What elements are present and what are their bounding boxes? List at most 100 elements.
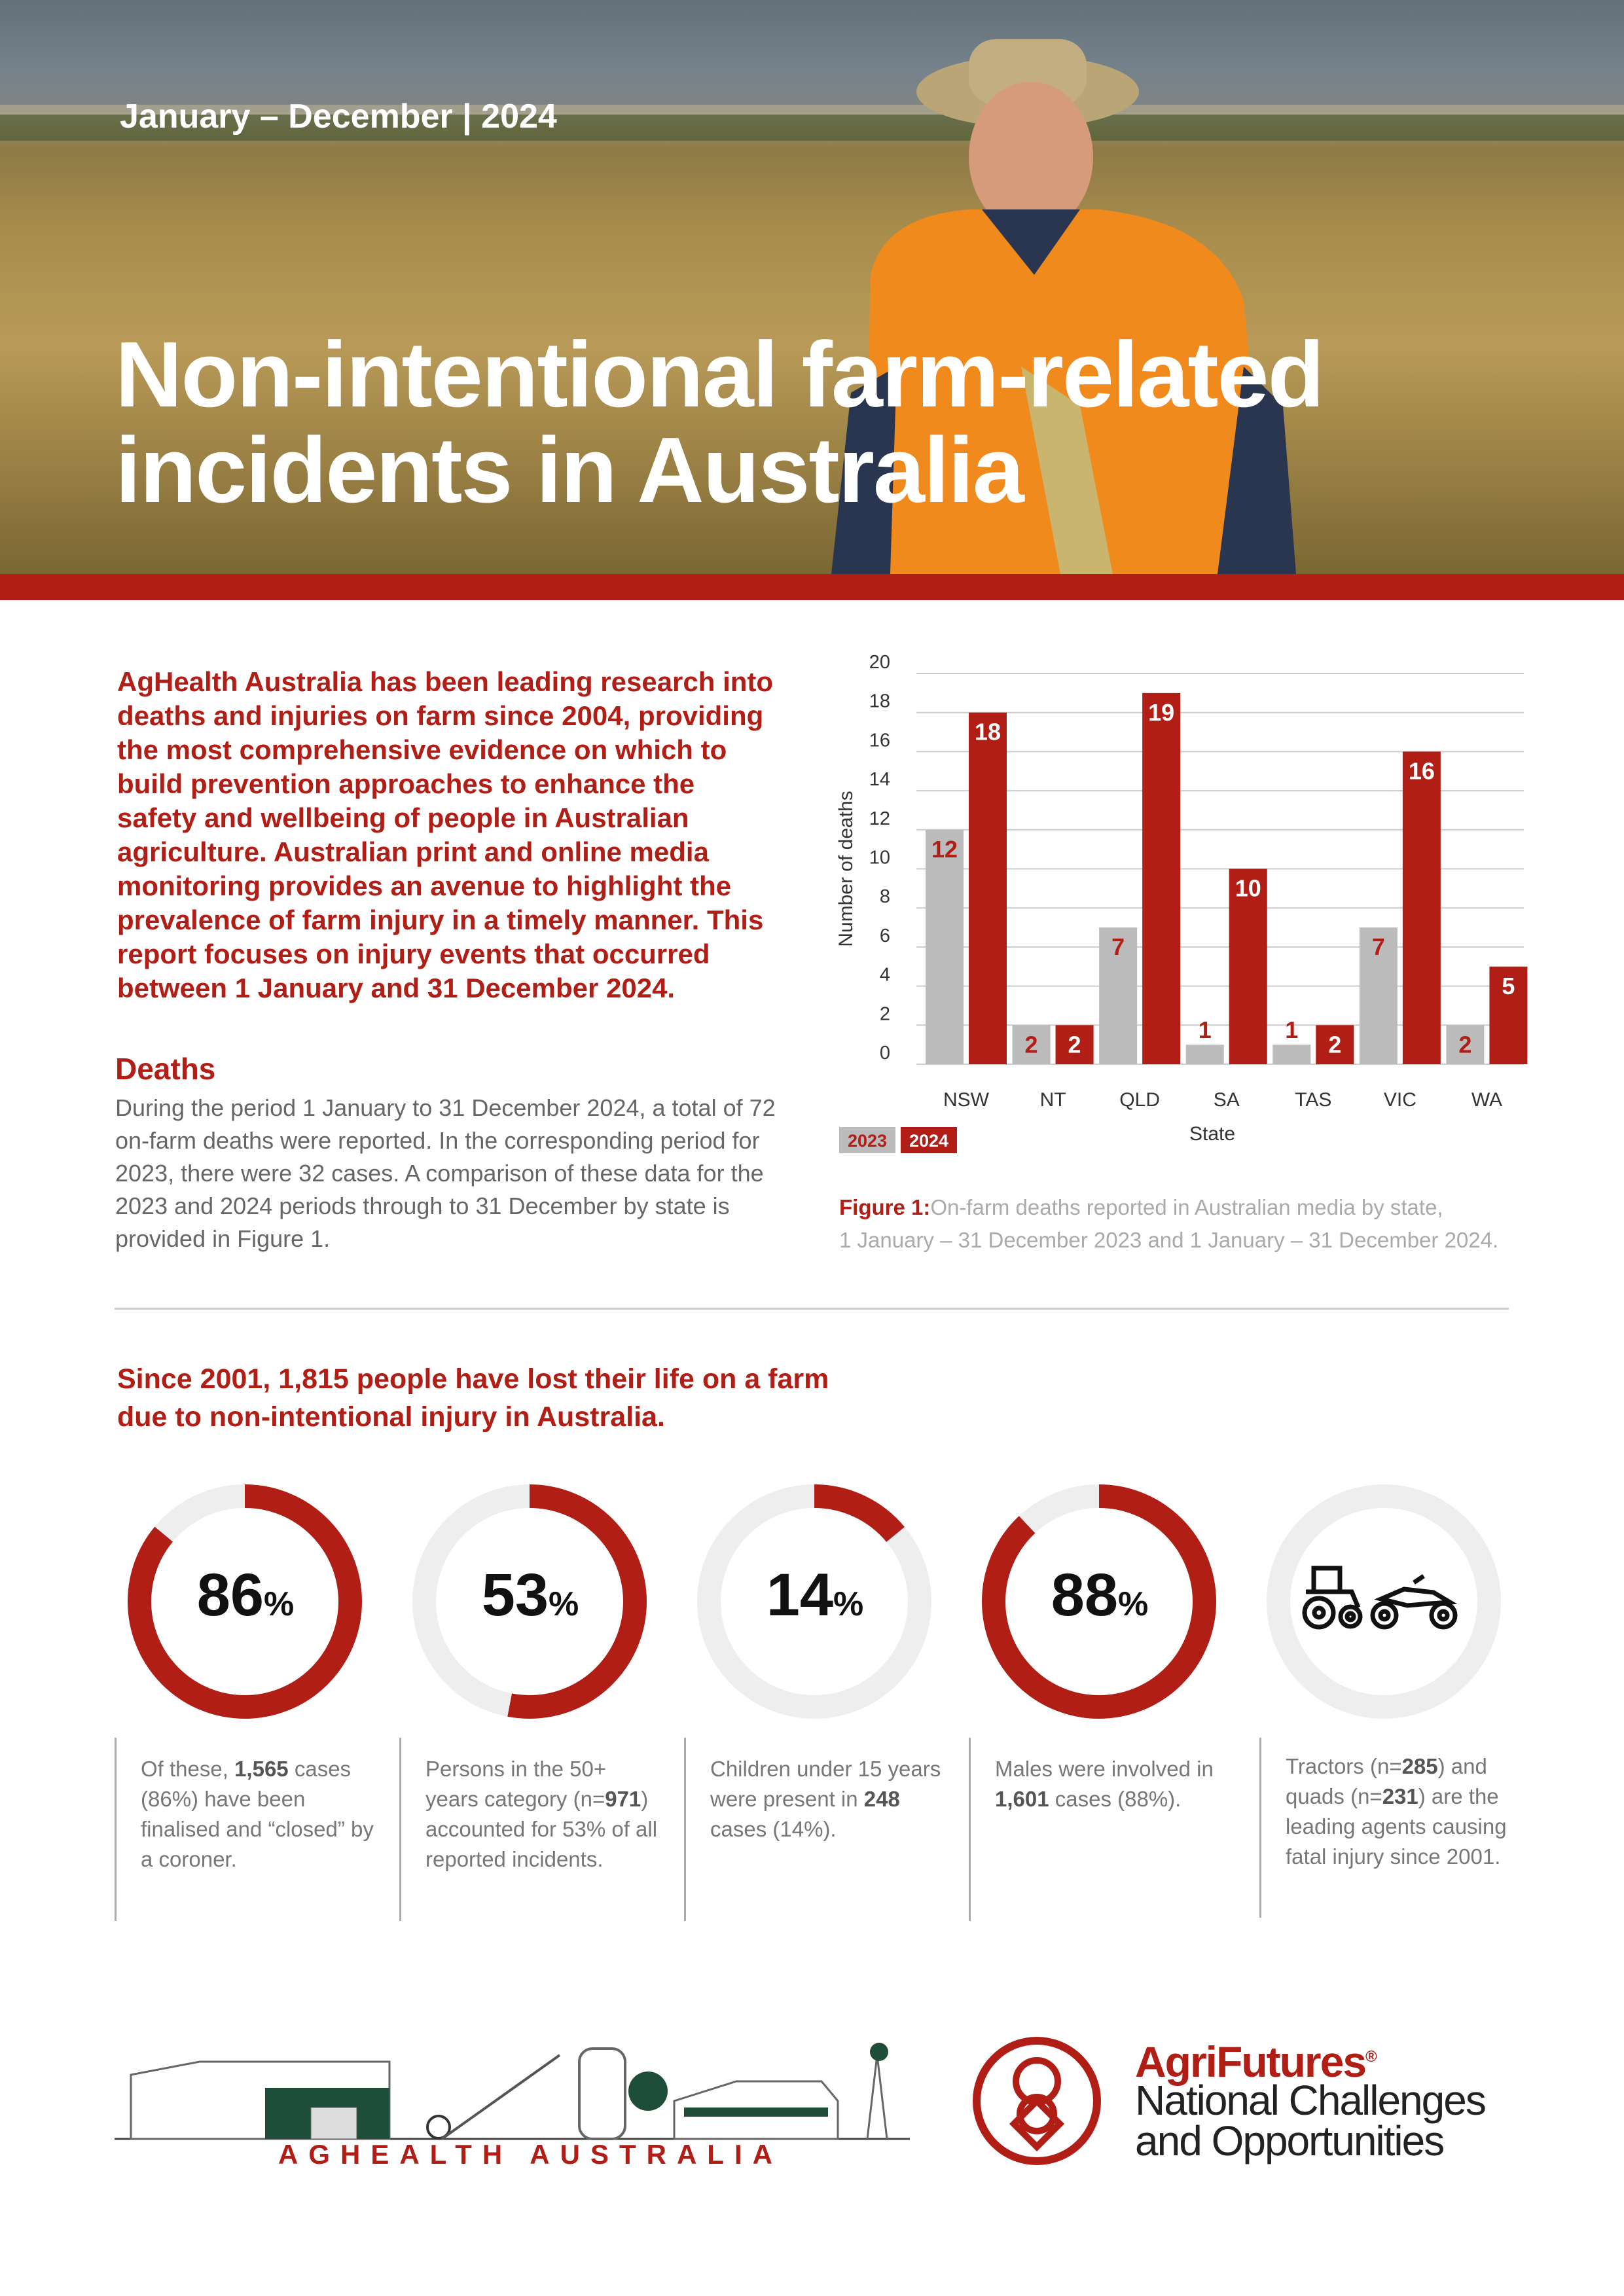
- hero-photo: [0, 0, 1624, 574]
- x-tick-label: TAS: [1295, 1089, 1331, 1111]
- since-line-2: due to non-intentional injury in Austral…: [117, 1401, 665, 1433]
- stat-text: Males were involved in 1,601 cases (88%)…: [995, 1757, 1214, 1811]
- y-axis-title: Number of deaths: [835, 791, 857, 946]
- donut-14-percent: [697, 1484, 931, 1719]
- date-range: January – December | 2024: [120, 98, 557, 135]
- legend-label: 2023: [848, 1131, 887, 1151]
- bar-value-label: 1: [1199, 1016, 1212, 1043]
- bar-NSW-2024: [969, 712, 1007, 1064]
- page-title: Non-intentional farm-related incidents i…: [115, 323, 1324, 522]
- agrifutures-logo-icon: [973, 2037, 1101, 2165]
- bar-value-label: 16: [1409, 757, 1435, 784]
- legend-swatch-2023: [839, 1127, 895, 1153]
- since-2001-heading: Since 2001, 1,815 people have lost their…: [117, 1360, 829, 1436]
- y-tick-label: 0: [880, 1043, 890, 1064]
- stat-text: Of these, 1,565 cases (86%) have been fi…: [141, 1757, 374, 1871]
- y-tick-label: 6: [880, 925, 890, 946]
- caption-line-2: 1 January – 31 December 2023 and 1 Janua…: [839, 1228, 1499, 1252]
- bar-value-label: 5: [1502, 973, 1515, 999]
- bar-value-label: 19: [1148, 699, 1174, 726]
- stat-divider: [115, 1738, 117, 1921]
- bar-value-label: 18: [975, 719, 1001, 745]
- bar-NT-2023: [1012, 1025, 1051, 1064]
- bar-value-label: 10: [1235, 875, 1261, 902]
- bar-NSW-2023: [926, 829, 964, 1064]
- x-tick-label: NT: [1040, 1089, 1066, 1111]
- x-tick-label: WA: [1471, 1089, 1502, 1111]
- vehicle-ring: [1267, 1484, 1501, 1719]
- donut-fill: [697, 1484, 931, 1719]
- y-tick-label: 14: [869, 769, 890, 790]
- since-line-1: Since 2001, 1,815 people have lost their…: [117, 1363, 829, 1395]
- section-divider: [115, 1308, 1509, 1310]
- bar-SA-2023: [1185, 1045, 1224, 1064]
- stat-percentage: 14%: [766, 1562, 864, 1628]
- header-band: [0, 574, 1624, 600]
- farmer-photo: [0, 0, 1624, 574]
- stat-text: Persons in the 50+ years category (n=971…: [425, 1757, 658, 1871]
- y-tick-label: 2: [880, 1003, 890, 1024]
- bar-NT-2024: [1055, 1025, 1094, 1064]
- deaths-body: During the period 1 January to 31 Decemb…: [115, 1094, 776, 1252]
- agrifutures-wordmark: AgriFutures®: [1135, 2037, 1377, 2086]
- title-line-2: incidents in Australia: [115, 418, 1024, 522]
- deaths-heading: Deaths: [115, 1052, 216, 1086]
- stat-percentage: 86%: [196, 1562, 295, 1628]
- legend-label: 2024: [909, 1131, 948, 1151]
- x-tick-label: VIC: [1384, 1089, 1416, 1111]
- bar-value-label: 2: [1068, 1031, 1081, 1058]
- tractor-icon: [1302, 1566, 1363, 1630]
- figure-label: Figure 1:: [839, 1195, 931, 1219]
- bar-TAS-2024: [1316, 1025, 1354, 1064]
- bar-SA-2024: [1229, 869, 1267, 1064]
- bar-value-label: 2: [1025, 1031, 1038, 1058]
- donut-fill: [412, 1484, 647, 1719]
- y-tick-label: 8: [880, 886, 890, 907]
- aghealth-logo-text: AGHEALTH AUSTRALIA: [278, 2139, 783, 2170]
- stat-percentage: 53%: [481, 1562, 579, 1628]
- donut-53-percent: [412, 1484, 647, 1719]
- stat-percentage: 88%: [1051, 1562, 1149, 1628]
- bar-value-label: 2: [1328, 1031, 1341, 1058]
- bar-WA-2024: [1489, 966, 1528, 1064]
- x-axis-title: State: [1189, 1123, 1235, 1145]
- donut-88-percent: [982, 1484, 1216, 1719]
- y-tick-label: 10: [869, 848, 890, 869]
- bar-value-label: 2: [1458, 1031, 1471, 1058]
- stat-text: Children under 15 years were present in …: [710, 1757, 941, 1841]
- y-tick-label: 12: [869, 808, 890, 829]
- x-tick-label: NSW: [943, 1089, 990, 1111]
- donut-fill: [982, 1484, 1216, 1719]
- aghealth-farm-illustration: [115, 2043, 910, 2140]
- bar-value-label: 1: [1285, 1016, 1298, 1043]
- bar-value-label: 7: [1372, 933, 1385, 960]
- caption-line-1: On-farm deaths reported in Australian me…: [930, 1195, 1443, 1219]
- y-tick-label: 18: [869, 691, 890, 712]
- x-tick-label: SA: [1214, 1089, 1240, 1111]
- quad-bike-icon: [1370, 1574, 1458, 1630]
- legend-swatch-2024: [901, 1127, 957, 1153]
- y-tick-label: 4: [880, 965, 890, 986]
- figure-caption: Figure 1:On-farm deaths reported in Aust…: [839, 1191, 1498, 1257]
- donut-fill: [128, 1484, 362, 1719]
- bar-value-label: 12: [931, 836, 958, 863]
- x-tick-label: QLD: [1119, 1089, 1160, 1111]
- stat-divider: [969, 1738, 971, 1921]
- bar-TAS-2023: [1272, 1045, 1311, 1064]
- stat-divider: [399, 1738, 401, 1921]
- donut-86-percent: [128, 1484, 362, 1719]
- national-challenges-text: National Challenges and Opportunities: [1135, 2077, 1487, 2164]
- bar-WA-2023: [1446, 1025, 1485, 1064]
- bar-QLD-2024: [1142, 692, 1181, 1064]
- title-line-1: Non-intentional farm-related: [115, 323, 1324, 427]
- bar-VIC-2024: [1402, 751, 1441, 1064]
- stat-text-vehicles: Tractors (n=285) and quads (n=231) are t…: [1286, 1754, 1507, 1869]
- stat-divider: [684, 1738, 686, 1921]
- intro-paragraph: AgHealth Australia has been leading rese…: [117, 666, 774, 1003]
- bar-value-label: 7: [1111, 933, 1125, 960]
- stat-divider: [1259, 1738, 1261, 1918]
- bar-VIC-2023: [1359, 927, 1398, 1064]
- bar-QLD-2023: [1099, 927, 1138, 1064]
- y-tick-label: 20: [869, 652, 890, 673]
